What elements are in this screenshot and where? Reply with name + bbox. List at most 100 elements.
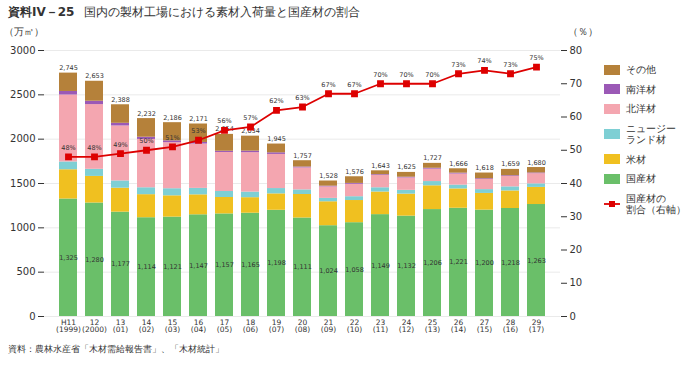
- svg-text:1,666: 1,666: [449, 160, 468, 168]
- svg-text:1,727: 1,727: [423, 154, 442, 162]
- svg-text:50: 50: [570, 144, 583, 155]
- svg-text:15(03): 15(03): [165, 318, 180, 335]
- svg-text:1,114: 1,114: [137, 263, 156, 271]
- svg-text:1,121: 1,121: [163, 263, 182, 271]
- svg-text:24(12): 24(12): [399, 318, 414, 335]
- svg-text:80: 80: [570, 45, 583, 56]
- svg-text:1,757: 1,757: [293, 152, 312, 160]
- svg-text:0: 0: [570, 311, 576, 322]
- svg-text:1,206: 1,206: [423, 259, 442, 267]
- svg-text:23(11): 23(11): [373, 318, 388, 335]
- svg-text:73%: 73%: [503, 61, 517, 69]
- svg-text:73%: 73%: [451, 61, 465, 69]
- svg-text:53%: 53%: [191, 127, 205, 135]
- svg-text:20: 20: [570, 244, 583, 255]
- svg-text:57%: 57%: [243, 114, 257, 122]
- html-text:南洋材: 南洋材: [626, 83, 656, 95]
- svg-text:1,198: 1,198: [267, 259, 286, 267]
- svg-text:500: 500: [16, 266, 35, 277]
- svg-text:67%: 67%: [347, 81, 361, 89]
- svg-text:70%: 70%: [373, 71, 387, 79]
- svg-text:25(13): 25(13): [425, 318, 440, 335]
- svg-text:20(08): 20(08): [295, 318, 310, 335]
- svg-text:2,186: 2,186: [163, 114, 182, 122]
- svg-text:51%: 51%: [165, 134, 179, 142]
- svg-text:2,653: 2,653: [85, 72, 104, 80]
- svg-text:1,111: 1,111: [293, 263, 312, 271]
- html-text:国産材の 割合（右軸）: 国産材の 割合（右軸）: [626, 192, 686, 215]
- html-text:北洋材: 北洋材: [626, 103, 656, 114]
- svg-text:12(2000): 12(2000): [82, 318, 107, 335]
- svg-text:1,200: 1,200: [475, 259, 494, 267]
- svg-text:（％）: （％）: [568, 26, 598, 37]
- html-text:米材: 米材: [626, 153, 646, 165]
- svg-text:28(16): 28(16): [503, 318, 518, 335]
- svg-text:13(01): 13(01): [113, 318, 128, 335]
- svg-text:17(05): 17(05): [217, 318, 232, 335]
- svg-text:14(02): 14(02): [139, 318, 154, 335]
- svg-text:2000: 2000: [10, 133, 35, 144]
- svg-text:30: 30: [570, 211, 583, 222]
- svg-text:1,263: 1,263: [527, 257, 546, 265]
- svg-text:29(17): 29(17): [529, 318, 544, 335]
- svg-text:1,945: 1,945: [267, 135, 286, 143]
- svg-text:1,132: 1,132: [397, 262, 416, 270]
- svg-text:1,618: 1,618: [475, 164, 494, 172]
- svg-text:48%: 48%: [87, 144, 101, 152]
- svg-text:60: 60: [570, 111, 583, 122]
- html-text:国内の製材工場における素材入荷量と国産材の割合: 国内の製材工場における素材入荷量と国産材の割合: [84, 4, 361, 19]
- svg-text:2,171: 2,171: [189, 115, 208, 123]
- svg-text:70: 70: [570, 78, 583, 89]
- svg-text:63%: 63%: [295, 94, 309, 102]
- svg-text:21(09): 21(09): [321, 318, 336, 335]
- svg-text:62%: 62%: [269, 97, 283, 105]
- svg-text:48%: 48%: [61, 144, 75, 152]
- svg-text:1,165: 1,165: [241, 261, 260, 269]
- svg-text:1,218: 1,218: [501, 259, 520, 267]
- svg-text:1,643: 1,643: [371, 162, 390, 170]
- svg-text:49%: 49%: [113, 141, 127, 149]
- html-text:資料IV－25: 資料IV－25: [8, 4, 75, 19]
- svg-text:19(07): 19(07): [269, 318, 284, 335]
- svg-text:1,149: 1,149: [371, 262, 390, 270]
- svg-text:70%: 70%: [425, 71, 439, 79]
- html-text:その他: その他: [626, 64, 656, 75]
- svg-text:27(15): 27(15): [477, 318, 492, 335]
- svg-text:2500: 2500: [10, 89, 35, 100]
- svg-text:1,147: 1,147: [189, 262, 208, 270]
- svg-text:16(04): 16(04): [191, 318, 206, 335]
- svg-text:1,659: 1,659: [501, 160, 520, 168]
- svg-text:1,625: 1,625: [397, 163, 416, 171]
- svg-text:74%: 74%: [477, 57, 491, 65]
- svg-text:10: 10: [570, 277, 583, 288]
- svg-text:1,221: 1,221: [449, 258, 468, 266]
- svg-text:2,745: 2,745: [59, 64, 78, 72]
- svg-text:56%: 56%: [217, 117, 231, 125]
- svg-text:40: 40: [570, 178, 583, 189]
- svg-text:2,388: 2,388: [111, 96, 130, 104]
- svg-text:1,325: 1,325: [59, 254, 78, 262]
- svg-text:26(14): 26(14): [451, 318, 466, 335]
- svg-text:1,157: 1,157: [215, 261, 234, 269]
- svg-text:1,177: 1,177: [111, 260, 130, 268]
- svg-text:70%: 70%: [399, 71, 413, 79]
- svg-text:2,232: 2,232: [137, 110, 156, 118]
- svg-text:22(10): 22(10): [347, 318, 362, 335]
- html-text:ニュージー ランド材: ニュージー ランド材: [626, 122, 676, 145]
- svg-text:H11(1999): H11(1999): [56, 318, 81, 335]
- svg-text:67%: 67%: [321, 81, 335, 89]
- svg-text:1,280: 1,280: [85, 256, 104, 264]
- svg-text:1,680: 1,680: [527, 159, 546, 167]
- svg-text:1,058: 1,058: [345, 266, 364, 274]
- svg-text:50%: 50%: [139, 137, 153, 145]
- svg-text:1000: 1000: [10, 222, 35, 233]
- svg-text:1,576: 1,576: [345, 168, 364, 176]
- svg-text:75%: 75%: [529, 54, 543, 62]
- svg-text:1500: 1500: [10, 178, 35, 189]
- svg-text:1,024: 1,024: [319, 267, 338, 275]
- svg-text:18(06): 18(06): [243, 318, 258, 335]
- svg-text:0: 0: [29, 311, 35, 322]
- svg-text:3000: 3000: [10, 45, 35, 56]
- svg-text:1,528: 1,528: [319, 172, 338, 180]
- svg-text:（万㎥）: （万㎥）: [4, 26, 44, 37]
